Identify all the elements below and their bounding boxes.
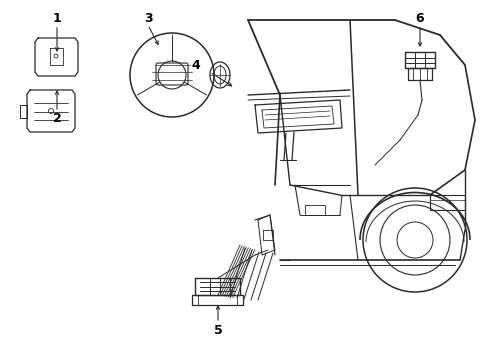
Text: 4: 4 [192,59,200,72]
Text: 1: 1 [52,12,61,24]
Text: 5: 5 [214,324,222,337]
Text: 2: 2 [52,112,61,125]
Text: 6: 6 [416,12,424,24]
Text: 3: 3 [144,12,152,24]
